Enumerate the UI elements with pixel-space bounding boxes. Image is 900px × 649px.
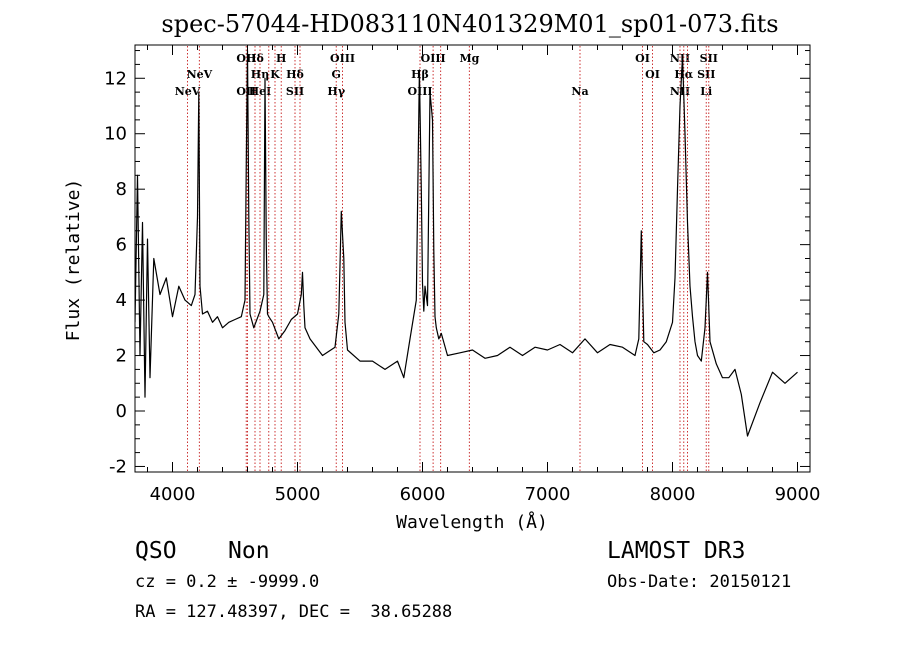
y-tick-label: 0 (116, 401, 127, 422)
x-tick-label: 9000 (775, 484, 821, 505)
x-tick-label: 6000 (400, 484, 446, 505)
line-label-upper: NII (670, 52, 690, 65)
line-label-upper: Hα (674, 68, 693, 81)
line-label-lower: NII (670, 85, 690, 98)
x-tick-label: 8000 (650, 484, 696, 505)
ra-dec: RA = 127.48397, DEC = 38.65288 (135, 602, 453, 622)
line-label-upper: OIII (421, 52, 446, 65)
chart-title: spec-57044-HD083110N401329M01_sp01-073.f… (161, 10, 778, 38)
line-label-upper: NeV (187, 68, 213, 81)
line-label-lower: Na (571, 85, 588, 98)
line-label-upper: OII (236, 52, 256, 65)
line-label-upper: H (276, 52, 286, 65)
line-label-upper: Hη (251, 68, 269, 81)
line-label-upper: SII (697, 68, 715, 81)
spectrum-series (135, 49, 798, 437)
x-tick-label: 5000 (275, 484, 321, 505)
x-axis-label: Wavelength (Å) (396, 511, 548, 533)
line-label-upper: K (270, 68, 280, 81)
survey-name: LAMOST DR3 (607, 538, 746, 564)
y-tick-label: 8 (116, 179, 127, 200)
line-label-upper: OI (635, 52, 650, 65)
y-axis-label: Flux (relative) (63, 179, 84, 342)
line-label-upper: G (332, 68, 341, 81)
y-axis: -2 0 2 4 6 8 10 12 (104, 50, 810, 477)
line-label-upper: SII (700, 52, 718, 65)
line-label-upper: OIII (330, 52, 355, 65)
line-label-lower: Hγ (327, 85, 345, 98)
redshift-cz: cz = 0.2 ± -9999.0 (135, 572, 320, 592)
emission-line-markers: NeVNeVOIIOIIHδHηHeIKHHδSIIGHγOIIIHβOIIIO… (175, 46, 718, 471)
line-label-upper: OI (645, 68, 660, 81)
object-subclass: Non (228, 538, 270, 564)
line-label-upper: Hδ (246, 52, 264, 65)
line-label-lower: NeV (175, 85, 201, 98)
y-tick-label: 4 (116, 290, 127, 311)
x-tick-label: 4000 (150, 484, 196, 505)
x-tick-label: 7000 (525, 484, 571, 505)
x-axis: 4000 5000 6000 7000 8000 9000 (147, 45, 821, 505)
y-tick-label: 10 (104, 124, 127, 145)
y-tick-label: 6 (116, 235, 127, 256)
spectrum-line (135, 49, 798, 437)
obs-date: Obs-Date: 20150121 (607, 572, 792, 592)
line-label-upper: Hδ (286, 68, 304, 81)
line-label-lower: OII (236, 85, 256, 98)
y-tick-label: 2 (116, 346, 127, 367)
line-label-lower: Li (700, 85, 712, 98)
y-tick-label: 12 (104, 68, 127, 89)
object-class: QSO (135, 538, 177, 564)
line-label-lower: HeI (249, 85, 272, 98)
line-label-lower: SII (286, 85, 304, 98)
line-label-upper: Mg (459, 52, 479, 65)
y-tick-label: -2 (109, 456, 127, 477)
